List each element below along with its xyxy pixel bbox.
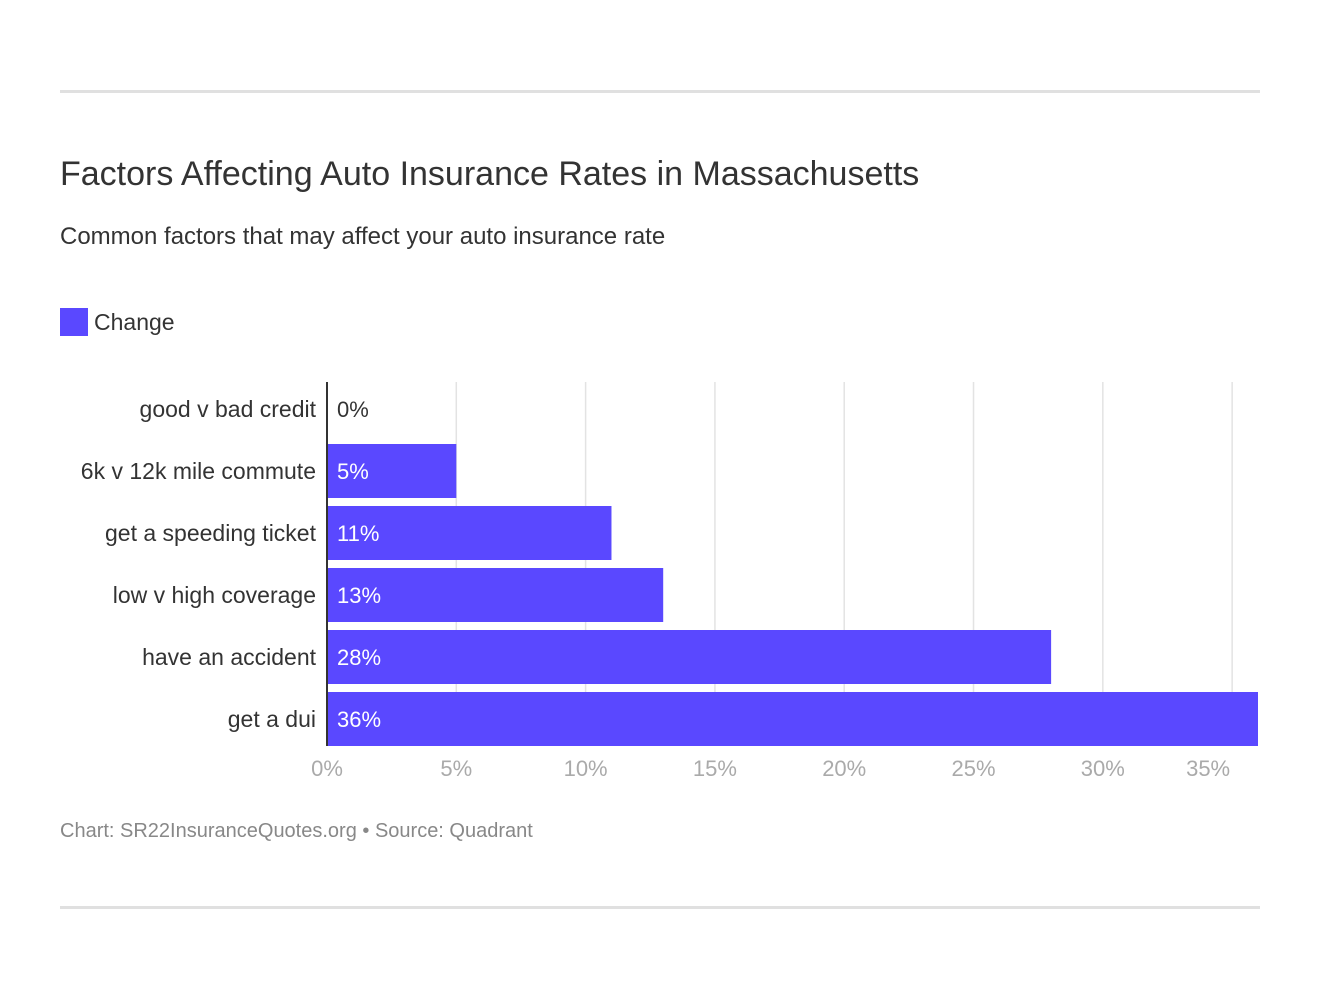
value-label: 36% xyxy=(337,707,381,732)
chart-title: Factors Affecting Auto Insurance Rates i… xyxy=(60,155,920,193)
value-label: 13% xyxy=(337,583,381,608)
x-tick-label: 20% xyxy=(822,756,866,781)
category-label: get a dui xyxy=(228,706,316,732)
category-label: low v high coverage xyxy=(113,582,316,608)
value-label: 11% xyxy=(337,521,379,546)
category-label: have an accident xyxy=(142,644,317,670)
x-tick-label: 25% xyxy=(952,756,996,781)
x-tick-label: 5% xyxy=(440,756,472,781)
x-tick-label: 10% xyxy=(564,756,608,781)
x-tick-label: 35% xyxy=(1186,756,1230,781)
legend-swatch xyxy=(60,308,88,336)
bar xyxy=(327,630,1052,684)
value-label: 28% xyxy=(337,645,381,670)
bar xyxy=(327,568,664,622)
chart-footer: Chart: SR22InsuranceQuotes.org • Source:… xyxy=(60,820,533,842)
chart-subtitle: Common factors that may affect your auto… xyxy=(60,223,666,250)
x-tick-label: 30% xyxy=(1081,756,1125,781)
value-label: 0% xyxy=(337,397,369,422)
category-label: good v bad credit xyxy=(140,396,317,422)
top-divider xyxy=(60,90,1260,93)
value-label: 5% xyxy=(337,459,369,484)
bar xyxy=(327,692,1258,746)
bar xyxy=(327,506,612,560)
category-label: get a speeding ticket xyxy=(105,520,317,546)
legend-label: Change xyxy=(94,308,175,335)
legend: Change xyxy=(60,308,175,336)
category-label: 6k v 12k mile commute xyxy=(81,458,316,484)
bar xyxy=(327,444,457,498)
x-tick-label: 0% xyxy=(311,756,343,781)
bottom-divider xyxy=(60,906,1260,909)
x-tick-label: 15% xyxy=(693,756,737,781)
